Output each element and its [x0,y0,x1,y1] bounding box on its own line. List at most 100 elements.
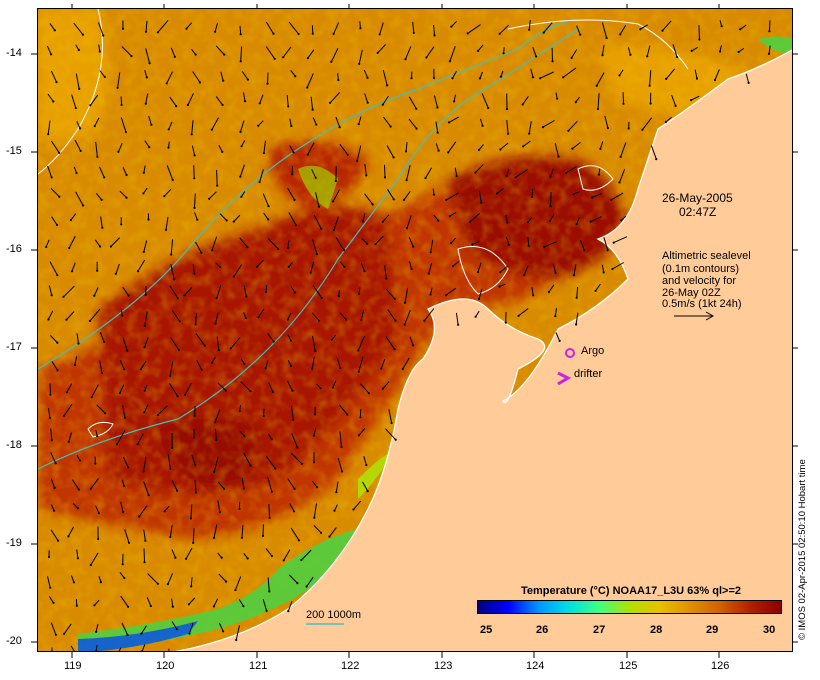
velocity-arrow-head [77,342,80,345]
velocity-arrow [96,193,102,201]
velocity-arrow [694,69,698,79]
velocity-arrow [554,308,557,317]
velocity-arrow-head [169,375,172,378]
velocity-arrow [191,48,196,55]
velocity-arrow [192,71,201,83]
velocity-arrow [611,192,624,201]
velocity-arrow-head [54,633,57,636]
velocity-arrow [573,263,577,276]
velocity-arrow-head [480,201,483,204]
velocity-arrow [447,141,457,153]
velocity-arrow [312,480,318,488]
velocity-arrow-head [646,55,649,58]
velocity-arrow [185,547,193,560]
velocity-arrow [336,357,341,369]
velocity-arrow [216,336,220,351]
velocity-arrow-head [539,77,542,80]
velocity-arrow [265,548,273,557]
velocity-arrow [217,382,227,391]
velocity-arrow [265,46,276,60]
velocity-arrow-head [606,126,610,130]
velocity-arrow-head [214,30,217,33]
velocity-arrow [591,192,603,198]
velocity-arrow-head [455,175,458,178]
velocity-arrow-head [257,316,260,319]
argo-marker [565,348,575,358]
velocity-arrow [166,71,173,84]
velocity-arrow-head [170,253,173,256]
velocity-arrow-head [567,129,570,132]
velocity-arrow [290,405,294,420]
velocity-arrow-head [611,267,614,271]
velocity-arrow-head [340,445,343,449]
velocity-arrow-head [498,285,501,288]
velocity-arrow-head [291,389,294,392]
velocity-arrow [70,575,75,583]
velocity-arrow [646,45,651,57]
velocity-arrow [518,308,529,317]
velocity-arrow-head [294,75,297,78]
velocity-arrow [360,309,364,320]
velocity-arrow-head [365,463,368,467]
velocity-arrow-head [445,198,448,201]
velocity-arrow [433,214,439,221]
velocity-arrow [211,117,219,130]
velocity-arrow-head [239,175,242,178]
velocity-arrow [190,577,193,587]
velocity-arrow-head [115,443,119,446]
velocity-arrow [144,140,150,148]
velocity-arrow-head [122,511,125,514]
velocity-arrow-head [287,105,290,108]
velocity-arrow [496,188,504,194]
lon-tick: 126 [711,660,730,672]
velocity-arrow-head [89,104,92,107]
velocity-arrow [291,433,298,448]
velocity-arrow-head [126,349,129,352]
velocity-arrow [289,118,292,127]
velocity-arrow-head [602,271,605,274]
velocity-arrow-head [610,198,613,201]
velocity-arrow [384,265,387,279]
velocity-arrow-head [768,30,771,33]
velocity-arrow-head [194,53,197,56]
velocity-arrow [99,70,106,78]
velocity-arrow [74,139,82,152]
velocity-arrow [121,46,132,57]
velocity-arrow-head [267,218,270,221]
velocity-arrow-head [572,274,576,277]
velocity-arrow-head [366,490,369,493]
velocity-arrow [194,406,196,416]
velocity-arrow-head [359,416,362,419]
velocity-arrow-head [243,100,247,103]
velocity-arrow [543,22,553,33]
velocity-arrow [335,237,345,251]
velocity-arrow [170,337,180,351]
altimetry-line: 26-May 02Z [662,287,721,299]
velocity-arrow [362,481,369,492]
velocity-arrow-head [528,132,531,135]
velocity-arrow-head [72,581,75,584]
velocity-arrow-head [240,145,243,148]
velocity-arrow-head [507,132,510,135]
velocity-arrow-head [246,246,249,249]
velocity-arrow-head [451,265,455,268]
velocity-arrow-head [352,508,355,511]
sst-map[interactable] [37,8,793,652]
velocity-arrow [89,308,101,322]
velocity-arrow [96,404,106,414]
lon-tick: 120 [156,660,175,672]
velocity-arrow [194,212,198,220]
velocity-arrow [50,622,57,635]
velocity-arrow [143,481,150,496]
velocity-arrow-head [314,349,317,353]
velocity-arrow [330,47,339,63]
velocity-arrow-head [210,128,213,131]
velocity-arrow [145,20,148,32]
velocity-arrow-head [270,438,273,441]
velocity-arrow-head [167,146,170,149]
velocity-arrow [404,309,411,325]
velocity-arrow-head [448,60,451,63]
velocity-arrow-head [390,421,393,425]
velocity-arrow-head [305,585,308,588]
velocity-arrow [63,403,73,416]
